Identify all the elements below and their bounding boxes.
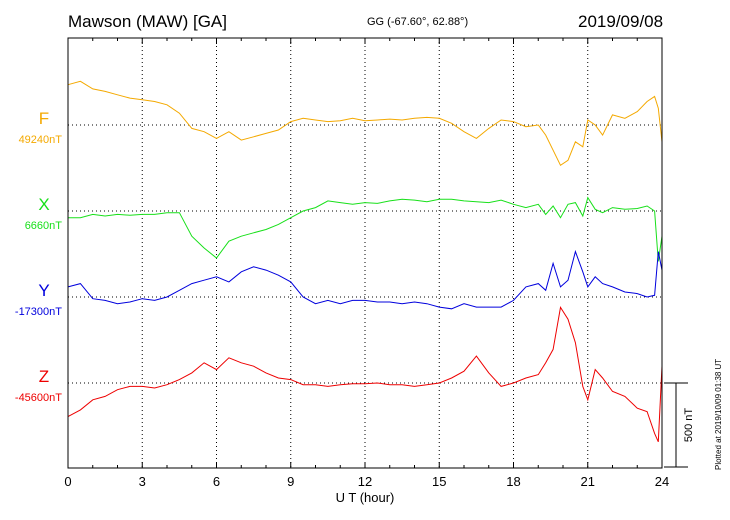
x-tick-label: 21 bbox=[581, 474, 595, 489]
scale-bar: 500 nT bbox=[664, 382, 695, 468]
geographic-coordinates: GG (-67.60°, 62.88°) bbox=[367, 16, 469, 28]
x-tick-label: 0 bbox=[64, 474, 71, 489]
station-title: Mawson (MAW) [GA] bbox=[68, 12, 227, 31]
scale-bar-label: 500 nT bbox=[683, 408, 695, 443]
series-line-z bbox=[67, 306, 663, 443]
series-name-z: Z bbox=[39, 367, 49, 386]
baseline-value-f: 49240nT bbox=[19, 134, 63, 146]
series-line-f bbox=[67, 80, 663, 167]
x-tick-label: 15 bbox=[432, 474, 446, 489]
x-tick-label: 3 bbox=[139, 474, 146, 489]
x-axis-label: U T (hour) bbox=[336, 490, 395, 505]
x-tick-label: 18 bbox=[506, 474, 520, 489]
x-tick-label: 24 bbox=[655, 474, 669, 489]
series-name-y: Y bbox=[38, 281, 49, 300]
series-lines bbox=[67, 80, 663, 443]
series-line-x bbox=[68, 196, 663, 262]
date-label: 2019/09/08 bbox=[578, 12, 664, 31]
series-name-f: F bbox=[39, 109, 49, 128]
series-labels: F 49240nT X 6660nT Y -17300nT Z -45600nT bbox=[15, 109, 62, 404]
baseline-value-x: 6660nT bbox=[25, 220, 63, 232]
baseline-value-z: -45600nT bbox=[15, 392, 62, 404]
x-tick-label: 12 bbox=[358, 474, 372, 489]
x-tick-label: 9 bbox=[287, 474, 294, 489]
x-tick-label: 6 bbox=[213, 474, 220, 489]
series-line-y bbox=[67, 249, 663, 310]
baseline-value-y: -17300nT bbox=[15, 306, 62, 318]
series-name-x: X bbox=[38, 195, 49, 214]
x-axis: 0 3 6 9 12 15 18 21 24 bbox=[64, 38, 669, 489]
grid-lines bbox=[68, 38, 662, 468]
